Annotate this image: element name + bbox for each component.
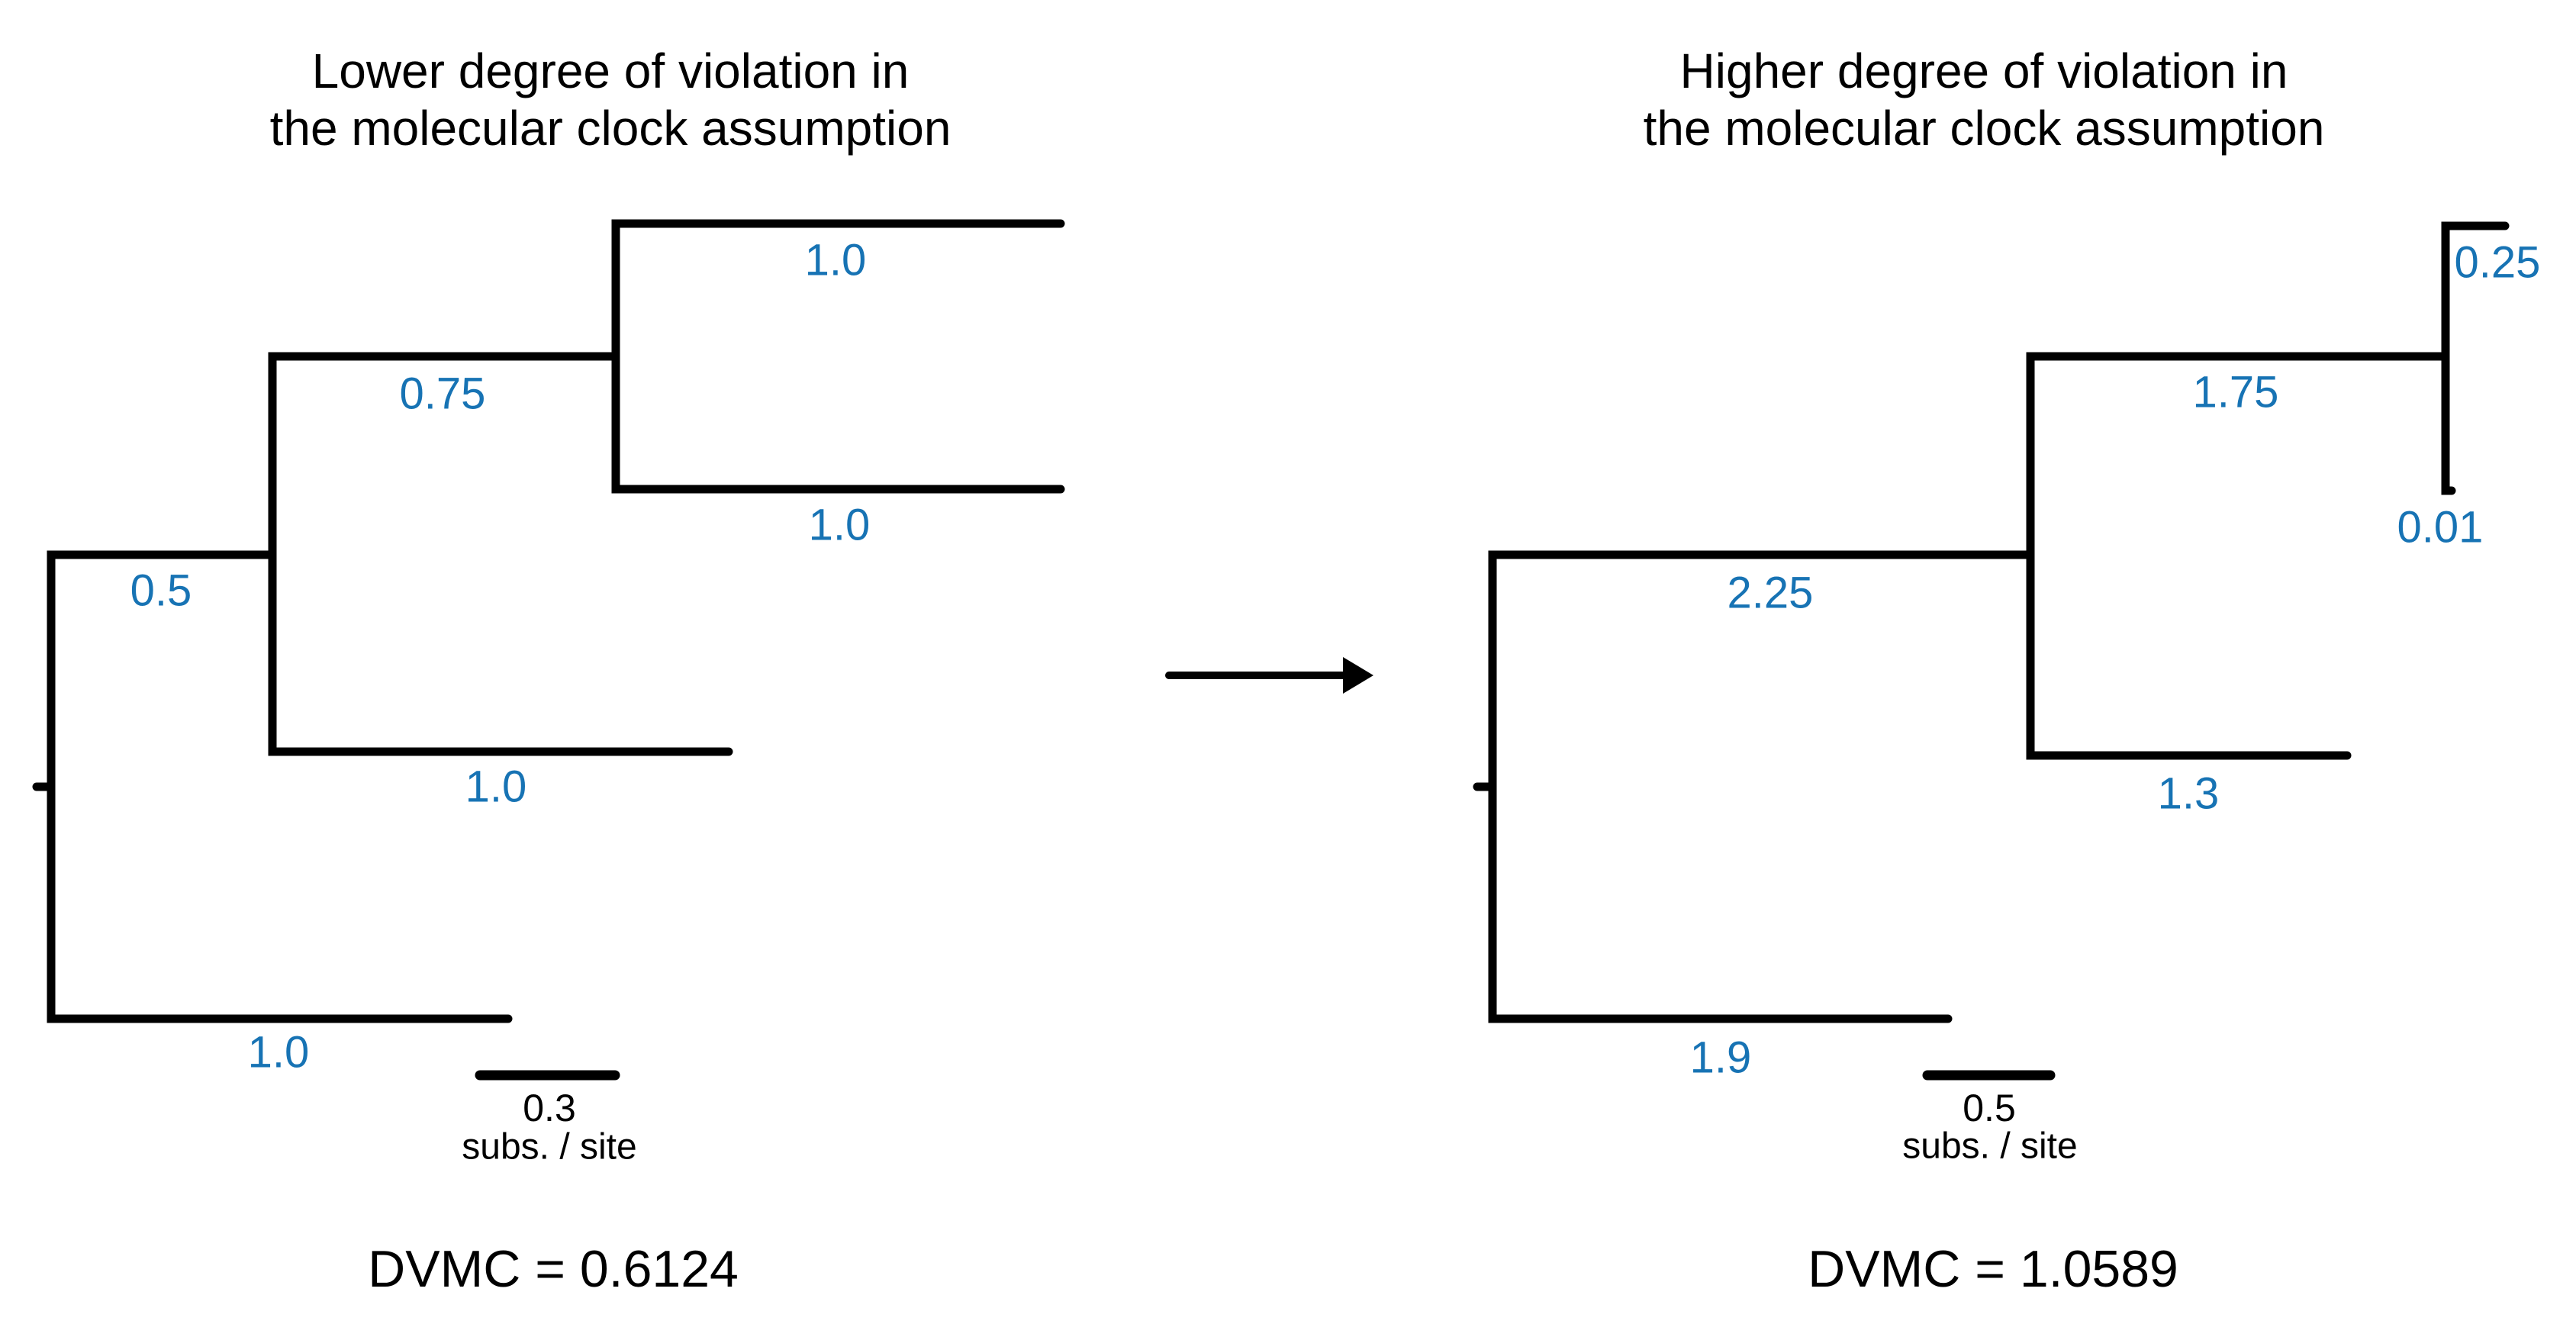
left-tree-lines (32, 219, 1065, 1023)
right-dvmc-value: DVMC = 1.0589 (1808, 1240, 2178, 1298)
left-branch-length-leaf-top: 1.0 (804, 235, 867, 285)
left-branch-length-0-5: 0.5 (130, 565, 192, 616)
left-title-line1: Lower degree of violation in (311, 43, 910, 98)
left-root-clade-path (47, 550, 513, 1023)
left-branch-length-leaf-bottom: 1.0 (247, 1027, 310, 1078)
right-inner-clade-path (2026, 352, 2450, 760)
right-title-line2: the molecular clock assumption (1643, 101, 2325, 156)
left-branch-length-leaf-second: 1.0 (808, 500, 871, 550)
right-tree-lines (1473, 221, 2510, 1023)
right-branch-length-leaf-top: 0.25 (2454, 237, 2541, 288)
left-panel-title: Lower degree of violation in the molecul… (270, 43, 952, 157)
right-root-clade-path (1488, 550, 2035, 1023)
left-branch-length-0-75: 0.75 (399, 369, 486, 419)
right-branch-length-leaf-second: 0.01 (2397, 502, 2484, 552)
right-title-line1: Higher degree of violation in (1679, 43, 2288, 98)
right-scale-bar-value: 0.5 (1963, 1087, 2016, 1129)
left-inner-clade-path (268, 352, 733, 756)
left-top-clade-path (611, 219, 1065, 494)
left-scale-bar-units: subs. / site (462, 1126, 637, 1168)
right-branch-length-leaf-bottom: 1.9 (1689, 1032, 1752, 1083)
left-scale-bar-value: 0.3 (523, 1087, 576, 1129)
right-branch-length-1-75: 1.75 (2192, 367, 2279, 417)
right-scale-bar-units: subs. / site (1902, 1126, 2078, 1167)
right-top-clade-path (2441, 221, 2510, 495)
left-dvmc-value: DVMC = 0.6124 (368, 1240, 739, 1298)
arrow-head (1343, 657, 1373, 694)
left-branch-length-leaf-middle: 1.0 (465, 762, 527, 812)
right-branch-length-2-25: 2.25 (1727, 568, 1814, 618)
right-arrow-icon (1165, 657, 1373, 694)
left-title-line2: the molecular clock assumption (269, 101, 952, 156)
right-branch-length-leaf-middle: 1.3 (2157, 768, 2220, 819)
right-panel-title: Higher degree of violation in the molecu… (1644, 43, 2325, 157)
